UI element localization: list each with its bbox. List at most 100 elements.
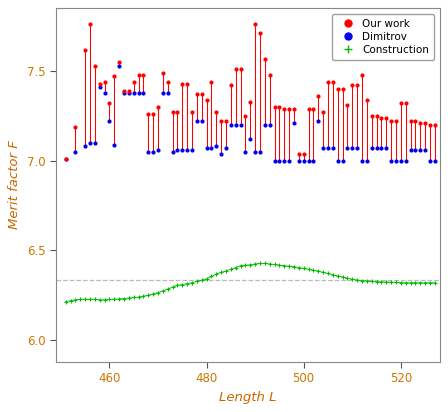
Point: [324, 79, 332, 85]
Point: [314, 93, 322, 100]
Point: [72, 149, 79, 155]
Point: [188, 109, 195, 116]
Point: [193, 118, 200, 125]
Point: [213, 143, 220, 150]
Point: [392, 118, 400, 125]
Point: [256, 149, 263, 155]
Point: [111, 73, 118, 80]
Point: [203, 145, 210, 152]
Point: [159, 89, 166, 96]
Point: [174, 109, 181, 116]
Point: [426, 157, 434, 164]
Point: [373, 145, 380, 152]
Point: [285, 157, 293, 164]
Point: [135, 89, 142, 96]
Point: [334, 157, 341, 164]
Point: [96, 84, 103, 91]
Point: [222, 118, 229, 125]
Point: [353, 82, 361, 89]
Point: [242, 149, 249, 155]
Point: [101, 79, 108, 85]
Point: [339, 157, 346, 164]
Legend: Our work, Dimitrov, Construction: Our work, Dimitrov, Construction: [332, 14, 435, 60]
Point: [426, 122, 434, 128]
Point: [111, 141, 118, 148]
Point: [82, 46, 89, 53]
Point: [280, 105, 288, 112]
Point: [247, 98, 254, 105]
Point: [397, 157, 405, 164]
Point: [402, 100, 409, 107]
Point: [407, 147, 414, 153]
Point: [431, 122, 439, 128]
Point: [271, 157, 278, 164]
Point: [125, 87, 132, 94]
Point: [193, 91, 200, 98]
Point: [174, 147, 181, 153]
Point: [164, 79, 171, 85]
Point: [314, 118, 322, 125]
Point: [276, 104, 283, 110]
Point: [82, 143, 89, 150]
Point: [368, 145, 375, 152]
Point: [353, 145, 361, 152]
Point: [150, 111, 157, 117]
Point: [135, 71, 142, 78]
Point: [86, 140, 94, 146]
Point: [91, 63, 99, 69]
Point: [184, 80, 191, 87]
Point: [237, 122, 244, 128]
Point: [363, 157, 370, 164]
Point: [179, 80, 186, 87]
Point: [334, 86, 341, 92]
Point: [237, 66, 244, 73]
Point: [106, 118, 113, 125]
Point: [373, 112, 380, 119]
Point: [227, 82, 234, 89]
Point: [290, 105, 297, 112]
Point: [232, 122, 239, 128]
Point: [358, 157, 366, 164]
Point: [300, 150, 307, 157]
Point: [145, 111, 152, 117]
Point: [329, 145, 336, 152]
Point: [217, 118, 224, 125]
Point: [305, 105, 312, 112]
Point: [91, 140, 99, 146]
Point: [383, 145, 390, 152]
Point: [159, 70, 166, 76]
Point: [329, 79, 336, 85]
Point: [290, 120, 297, 126]
Point: [86, 21, 94, 28]
Point: [392, 157, 400, 164]
Point: [422, 120, 429, 126]
Point: [232, 66, 239, 73]
Point: [295, 157, 302, 164]
Point: [155, 147, 162, 153]
Point: [300, 157, 307, 164]
Point: [247, 136, 254, 143]
Point: [388, 118, 395, 125]
Point: [271, 104, 278, 110]
Point: [188, 147, 195, 153]
Point: [431, 157, 439, 164]
Point: [164, 89, 171, 96]
Point: [412, 118, 419, 125]
Point: [358, 71, 366, 78]
Point: [251, 21, 258, 28]
Point: [349, 145, 356, 152]
Point: [140, 89, 147, 96]
Point: [324, 145, 332, 152]
Point: [363, 96, 370, 103]
Point: [402, 157, 409, 164]
Point: [397, 100, 405, 107]
Point: [62, 156, 69, 162]
Point: [276, 157, 283, 164]
Point: [310, 157, 317, 164]
Point: [213, 109, 220, 116]
Point: [222, 145, 229, 152]
Point: [388, 157, 395, 164]
Point: [125, 89, 132, 96]
Point: [412, 147, 419, 153]
Point: [251, 149, 258, 155]
